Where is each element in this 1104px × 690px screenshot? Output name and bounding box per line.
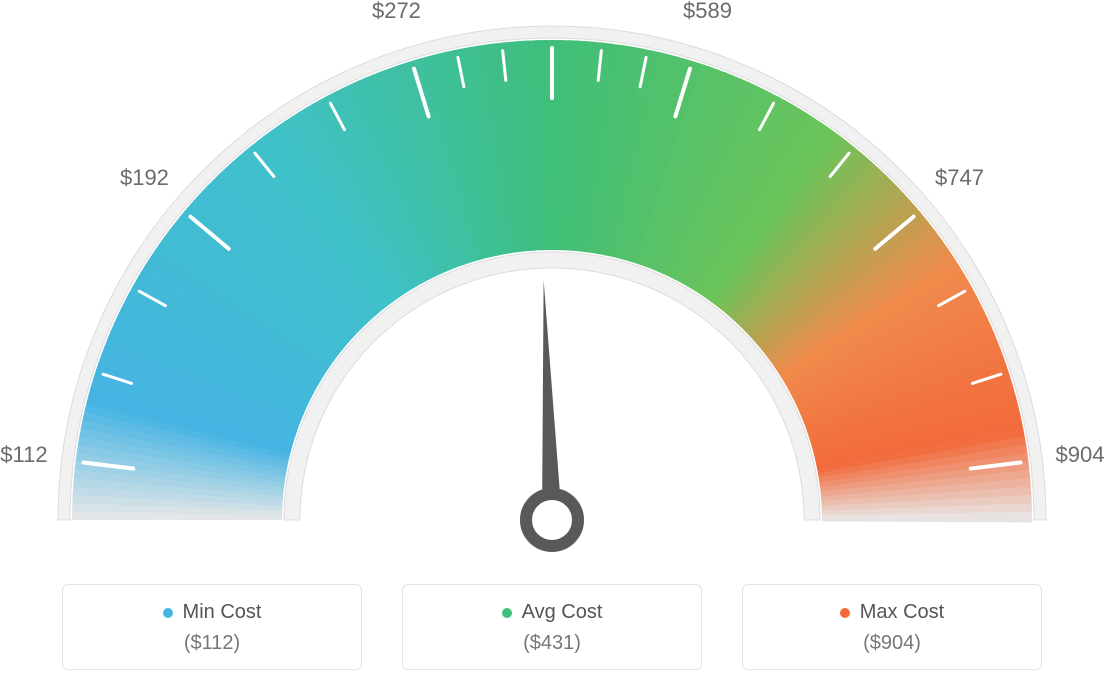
legend-title: Avg Cost xyxy=(502,601,603,624)
gauge-tick-label: $272 xyxy=(372,0,421,24)
legend-title: Max Cost xyxy=(840,601,944,624)
gauge-tick-label: $192 xyxy=(120,165,169,191)
legend-value: ($904) xyxy=(743,632,1041,655)
legend-dot xyxy=(502,608,512,618)
legend-title-text: Min Cost xyxy=(183,601,262,624)
gauge-svg xyxy=(0,0,1104,560)
legend-title-text: Avg Cost xyxy=(522,601,603,624)
legend-row: Min Cost ($112) Avg Cost ($431) Max Cost ($90… xyxy=(0,584,1104,670)
legend-card: Min Cost ($112) xyxy=(62,584,362,670)
legend-value: ($431) xyxy=(403,632,701,655)
gauge-tick-label: $747 xyxy=(935,165,984,191)
legend-dot xyxy=(163,608,173,618)
legend-title: Min Cost xyxy=(163,601,262,624)
gauge-tick-label: $112 xyxy=(0,442,47,468)
legend-value: ($112) xyxy=(63,632,361,655)
gauge-tick-label: $589 xyxy=(683,0,732,24)
legend-card: Max Cost ($904) xyxy=(742,584,1042,670)
gauge-tick-label: $431 xyxy=(528,0,577,1)
legend-card: Avg Cost ($431) xyxy=(402,584,702,670)
gauge-chart: $112 $192 $272 $431 $589 $747 $904 xyxy=(0,0,1104,560)
legend-dot xyxy=(840,608,850,618)
gauge-tick-label: $904 xyxy=(1056,442,1104,468)
legend-title-text: Max Cost xyxy=(860,601,944,624)
